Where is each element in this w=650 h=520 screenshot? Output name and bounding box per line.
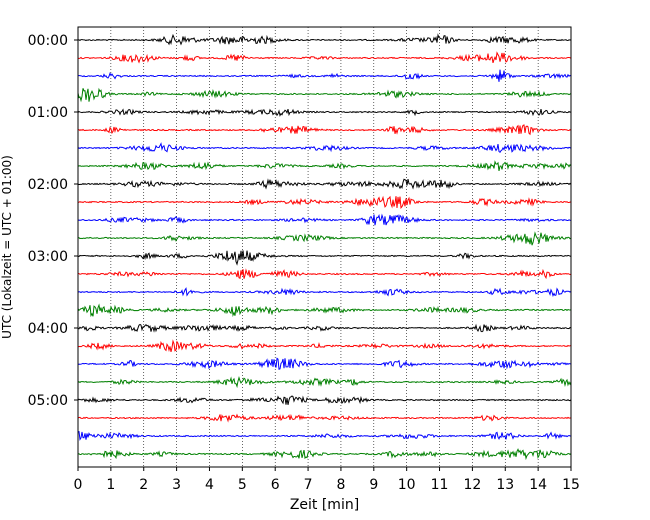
seismic-trace bbox=[77, 413, 572, 423]
seismic-trace bbox=[77, 51, 572, 64]
seismic-trace bbox=[77, 87, 572, 103]
x-tick-label: 3 bbox=[172, 477, 181, 493]
seismic-trace bbox=[77, 395, 572, 405]
seismic-trace bbox=[77, 124, 572, 136]
y-tick-label: 02:00 bbox=[28, 177, 68, 193]
seismic-trace bbox=[77, 339, 572, 352]
x-tick-label: 11 bbox=[431, 477, 449, 493]
seismic-trace bbox=[77, 213, 572, 226]
x-tick-label: 4 bbox=[205, 477, 214, 493]
x-tick-label: 0 bbox=[74, 477, 83, 493]
seismic-trace bbox=[77, 303, 572, 318]
seismic-trace bbox=[77, 33, 572, 46]
seismic-trace bbox=[77, 250, 572, 266]
seismic-trace bbox=[77, 268, 572, 280]
seismic-trace bbox=[77, 323, 572, 333]
x-tick-label: 13 bbox=[496, 477, 514, 493]
seismic-trace bbox=[77, 448, 572, 461]
x-tick-label: 8 bbox=[336, 477, 345, 493]
seismic-trace bbox=[77, 376, 572, 389]
x-tick-label: 2 bbox=[139, 477, 148, 493]
y-axis-ticks: 00:00 01:00 02:00 03:00 04:00 05:00 bbox=[28, 33, 78, 409]
y-tick-label: 00:00 bbox=[28, 33, 68, 49]
y-tick-label: 01:00 bbox=[28, 105, 68, 121]
trace-group bbox=[77, 33, 572, 461]
seismic-trace bbox=[77, 357, 572, 370]
x-tick-label: 9 bbox=[369, 477, 378, 493]
x-tick-label: 7 bbox=[304, 477, 313, 493]
seismic-trace bbox=[77, 178, 572, 190]
x-tick-label: 10 bbox=[398, 477, 416, 493]
y-axis-label: UTC (Lokalzeit = UTC + 01:00) bbox=[0, 155, 14, 339]
seismic-trace bbox=[77, 287, 572, 298]
seismic-trace bbox=[77, 69, 572, 82]
x-axis-ticks: 0 1 2 3 4 5 6 7 8 9 10 11 12 13 14 15 bbox=[74, 467, 580, 493]
seismic-trace bbox=[77, 195, 572, 209]
y-tick-label: 05:00 bbox=[28, 393, 68, 409]
x-axis-label: Zeit [min] bbox=[290, 497, 359, 513]
x-tick-label: 1 bbox=[106, 477, 115, 493]
seismic-trace bbox=[77, 160, 572, 171]
y-tick-label: 03:00 bbox=[28, 249, 68, 265]
seismic-trace bbox=[77, 431, 572, 441]
x-tick-label: 6 bbox=[271, 477, 280, 493]
x-tick-label: 12 bbox=[463, 477, 481, 493]
x-tick-label: 15 bbox=[562, 477, 580, 493]
x-tick-label: 14 bbox=[529, 477, 547, 493]
seismic-trace bbox=[77, 142, 572, 154]
y-tick-label: 04:00 bbox=[28, 321, 68, 337]
grid-lines bbox=[110, 27, 539, 467]
x-tick-label: 5 bbox=[238, 477, 247, 493]
plot-frame bbox=[77, 26, 572, 468]
seismic-trace bbox=[77, 108, 572, 117]
seismic-trace bbox=[78, 231, 572, 246]
